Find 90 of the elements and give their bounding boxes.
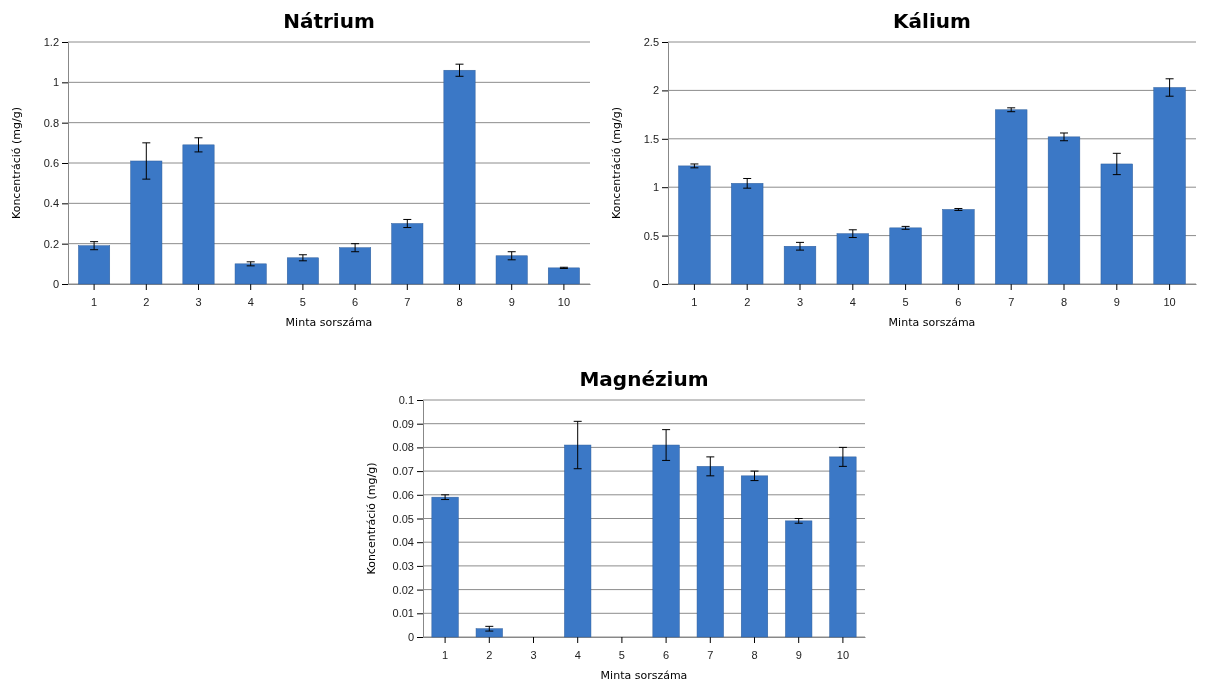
bar bbox=[286, 257, 319, 285]
y-tick-label: 0.09 bbox=[392, 417, 414, 430]
x-tick-label: 7 bbox=[707, 649, 714, 662]
bar bbox=[740, 475, 769, 638]
x-tick-label: 1 bbox=[91, 296, 98, 309]
y-tick-label: 0.07 bbox=[392, 465, 414, 478]
x-tick-label: 1 bbox=[442, 649, 449, 662]
y-tick-label: 0.05 bbox=[392, 512, 414, 525]
bar bbox=[234, 263, 267, 285]
x-tick-label: 6 bbox=[955, 296, 962, 309]
bar bbox=[564, 444, 592, 638]
x-tick-label: 8 bbox=[1060, 296, 1068, 309]
y-tick-label: 0.04 bbox=[392, 536, 414, 549]
bar bbox=[431, 496, 459, 638]
y-tick-label: 2 bbox=[652, 84, 659, 97]
bar bbox=[889, 227, 922, 285]
y-tick-label: 0.02 bbox=[392, 583, 414, 596]
x-axis-title: Minta sorszáma bbox=[888, 316, 976, 329]
x-tick-label: 3 bbox=[195, 296, 202, 309]
bar bbox=[182, 144, 215, 285]
bar bbox=[1047, 136, 1081, 285]
y-tick-label: 2.5 bbox=[643, 36, 659, 49]
x-tick-label: 5 bbox=[299, 296, 306, 309]
x-tick-label: 1 bbox=[691, 296, 698, 309]
x-tick-label: 8 bbox=[751, 649, 758, 662]
y-tick-label: 1.2 bbox=[43, 36, 59, 49]
chart-title: Magnézium bbox=[579, 367, 709, 391]
x-tick-label: 7 bbox=[404, 296, 411, 309]
y-tick-label: 0.8 bbox=[43, 116, 59, 129]
y-tick-label: 1 bbox=[652, 181, 659, 194]
x-tick-label: 2 bbox=[143, 296, 150, 309]
y-tick-label: 0.2 bbox=[43, 237, 59, 250]
bar bbox=[339, 247, 372, 285]
x-tick-label: 5 bbox=[902, 296, 909, 309]
x-tick-label: 4 bbox=[849, 296, 856, 309]
bar bbox=[1100, 163, 1133, 285]
bar bbox=[547, 267, 580, 285]
x-tick-label: 10 bbox=[1163, 296, 1176, 309]
x-tick-label: 10 bbox=[557, 296, 571, 309]
x-tick-label: 10 bbox=[836, 649, 850, 662]
bar bbox=[696, 466, 724, 638]
bar bbox=[1153, 87, 1186, 285]
y-tick-label: 0 bbox=[652, 278, 659, 291]
x-tick-label: 6 bbox=[352, 296, 359, 309]
x-tick-label: 9 bbox=[1113, 296, 1120, 309]
y-tick-label: 0 bbox=[407, 631, 414, 644]
x-tick-label: 3 bbox=[530, 649, 537, 662]
x-tick-label: 4 bbox=[574, 649, 581, 662]
x-tick-label: 7 bbox=[1008, 296, 1015, 309]
x-tick-label: 4 bbox=[247, 296, 254, 309]
x-tick-label: 5 bbox=[618, 649, 625, 662]
x-axis-title: Minta sorszáma bbox=[600, 669, 688, 682]
bar bbox=[78, 245, 111, 285]
bar bbox=[829, 456, 857, 638]
y-axis-title: Koncentráció (mg/g) bbox=[610, 106, 623, 220]
x-axis-title: Minta sorszáma bbox=[285, 316, 373, 329]
y-tick-label: 0.5 bbox=[643, 229, 659, 242]
bar bbox=[130, 160, 163, 285]
y-tick-label: 1 bbox=[52, 76, 59, 89]
x-tick-label: 2 bbox=[744, 296, 751, 309]
y-axis-title: Koncentráció (mg/g) bbox=[365, 462, 378, 575]
x-tick-label: 9 bbox=[508, 296, 515, 309]
bar bbox=[785, 520, 813, 638]
bar bbox=[391, 223, 424, 285]
y-tick-label: 0 bbox=[52, 278, 59, 291]
bar bbox=[995, 109, 1028, 285]
x-tick-label: 8 bbox=[456, 296, 463, 309]
y-tick-label: 0.06 bbox=[392, 488, 414, 501]
x-tick-label: 2 bbox=[486, 649, 493, 662]
bar bbox=[678, 165, 711, 285]
y-tick-label: 0.01 bbox=[392, 607, 414, 620]
bar bbox=[942, 209, 975, 285]
bar bbox=[652, 444, 680, 638]
bar bbox=[731, 183, 764, 285]
y-tick-label: 0.6 bbox=[43, 157, 59, 170]
x-tick-label: 3 bbox=[796, 296, 804, 309]
x-tick-label: 6 bbox=[663, 649, 670, 662]
y-tick-label: 0.1 bbox=[398, 394, 414, 407]
bar bbox=[836, 233, 869, 285]
y-tick-label: 0.4 bbox=[43, 197, 59, 210]
x-tick-label: 9 bbox=[795, 649, 802, 662]
bar bbox=[495, 255, 528, 285]
y-tick-label: 0.08 bbox=[392, 441, 414, 454]
y-axis-title: Koncentráció (mg/g) bbox=[10, 106, 23, 220]
bar bbox=[783, 246, 817, 285]
bar bbox=[443, 69, 476, 285]
y-tick-label: 0.03 bbox=[392, 559, 414, 572]
y-tick-label: 1.5 bbox=[643, 132, 659, 145]
chart-title: Kálium bbox=[893, 9, 971, 33]
chart-title: Nátrium bbox=[283, 9, 375, 33]
